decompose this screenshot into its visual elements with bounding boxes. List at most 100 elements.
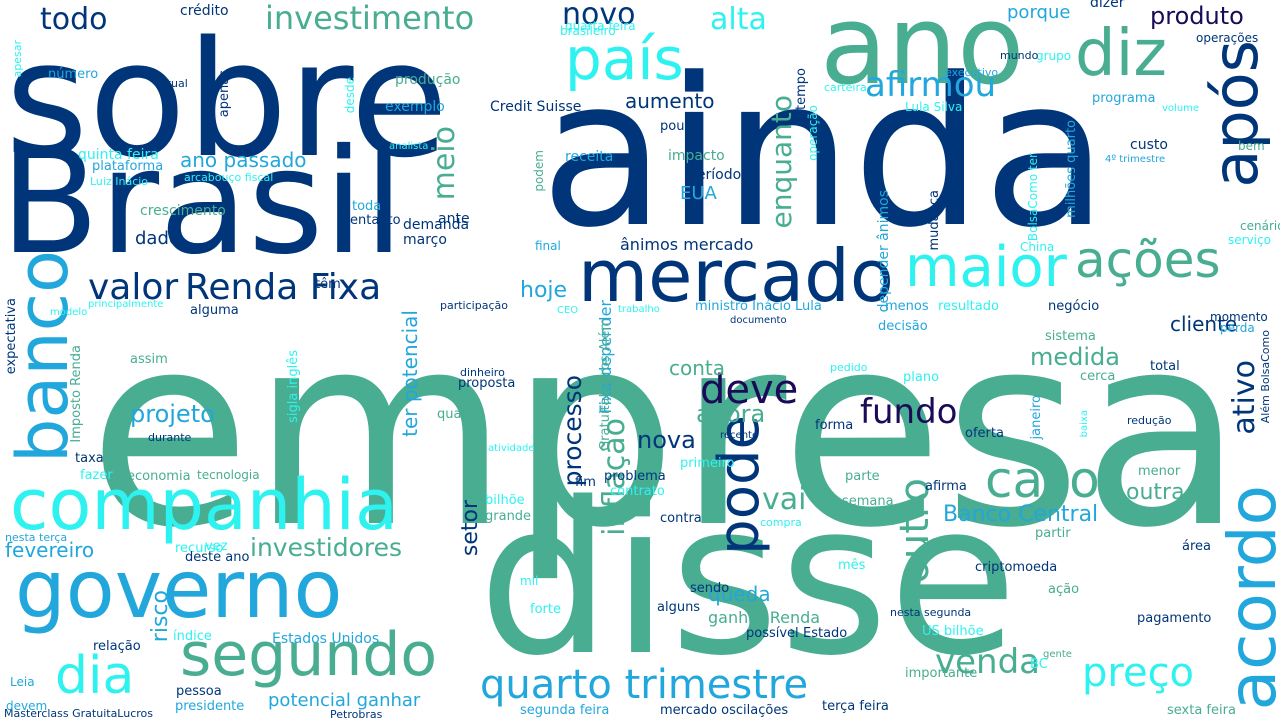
- word-produção: produção: [395, 72, 461, 88]
- word-grande: grande: [485, 509, 532, 524]
- word-ação: ação: [1048, 582, 1080, 597]
- word-alguns: alguns: [657, 600, 701, 615]
- word-carteira: carteira: [824, 81, 867, 94]
- word-alguma: alguma: [190, 303, 239, 318]
- word-menos: menos: [885, 299, 929, 314]
- word-resultado: resultado: [938, 299, 999, 314]
- word-exemplo: exemplo: [385, 99, 445, 115]
- word-cliente: cliente: [1170, 312, 1238, 336]
- word-bem: bem: [1238, 139, 1265, 153]
- word-investimento: investimento: [265, 0, 475, 37]
- word-pouco: pouco: [660, 119, 700, 134]
- word-plataforma: plataforma: [92, 159, 164, 174]
- word-primeiro: primeiro: [680, 456, 735, 471]
- word-atividade: atividade: [488, 443, 535, 454]
- word-mês: mês: [838, 558, 866, 573]
- word-setor: setor: [458, 500, 483, 557]
- word-programa: programa: [1092, 91, 1156, 106]
- word-executivo: executivo: [945, 66, 999, 79]
- word-entanto: entanto: [350, 213, 401, 228]
- word-dia: dia: [55, 646, 135, 706]
- word-sobre: sobre: [5, 6, 449, 193]
- word-serviço: serviço: [1228, 233, 1271, 247]
- word-segundo: segundo: [180, 620, 438, 690]
- word-índice: índice: [173, 629, 212, 644]
- word-milhões-quarto: milhões quarto: [1064, 120, 1079, 218]
- word-eua: EUA: [680, 183, 717, 204]
- word-mercado: mercado: [578, 234, 894, 318]
- word-perda: perda: [1220, 321, 1255, 335]
- word-sendo: sendo: [690, 581, 730, 596]
- word-atual: atual: [160, 77, 188, 90]
- word-dinheiro: dinheiro: [460, 366, 505, 379]
- word-decisão: decisão: [878, 319, 928, 334]
- word-dado: dado: [135, 228, 180, 249]
- word-alta: alta: [710, 2, 767, 37]
- word-redução: redução: [1127, 414, 1172, 427]
- word-cenário: cenário: [1240, 219, 1280, 233]
- word-apesar: apesar: [11, 40, 24, 78]
- word-plano: plano: [903, 370, 940, 385]
- word-mudança: mudança: [927, 190, 942, 251]
- word-operações: operações: [1196, 31, 1259, 45]
- word-enquanto: enquanto: [765, 95, 798, 229]
- word-empresa: empresa: [88, 278, 1245, 586]
- word-depender-ânimos: depender ânimos: [876, 190, 892, 313]
- word-preço: preço: [1082, 650, 1195, 696]
- word-novo: novo: [562, 0, 636, 32]
- word-maior: maior: [905, 235, 1067, 300]
- word-sigla-inglês: sigla inglês: [286, 350, 301, 423]
- word-afirma: afirma: [925, 479, 967, 494]
- word-janeiro: janeiro: [1029, 395, 1044, 440]
- word-nesta-segunda: nesta segunda: [890, 606, 972, 619]
- word-banco-central: Banco Central: [943, 502, 1099, 527]
- word-caso: caso: [985, 451, 1100, 509]
- word-área: área: [1182, 539, 1211, 554]
- word-ano: ano: [820, 0, 1025, 109]
- word-gratuitalucros-além: GratuitaLucros Além: [598, 318, 613, 451]
- word-ativo: ativo: [1227, 360, 1262, 435]
- word-final: final: [535, 239, 561, 253]
- word-baixa: baixa: [1079, 410, 1090, 438]
- word-companhia: companhia: [10, 464, 398, 546]
- word-fevereiro: fevereiro: [5, 538, 95, 562]
- word-outra: outra: [1126, 480, 1185, 505]
- word-parte: parte: [845, 469, 880, 484]
- word-deste-ano: deste ano: [185, 550, 250, 565]
- word-pagamento: pagamento: [1137, 611, 1212, 626]
- word-valor: valor: [88, 267, 179, 308]
- word-tecnologia: tecnologia: [197, 468, 260, 482]
- word-risco: risco: [148, 590, 173, 643]
- word-operação: operação: [806, 105, 820, 161]
- word-nova: nova: [637, 426, 696, 454]
- word-possível: possível: [746, 626, 799, 641]
- word-ainda: ainda: [540, 35, 1109, 273]
- word-pessoa: pessoa: [176, 684, 222, 699]
- word-volume: volume: [1162, 103, 1200, 114]
- word-venda: venda: [935, 642, 1041, 682]
- word-governo: governo: [15, 543, 343, 636]
- word-ganhar-renda: ganhar Renda: [708, 608, 821, 627]
- word-apenas: apenas: [217, 70, 232, 118]
- word-semana: semana: [842, 494, 894, 509]
- word-quinta-feira: quinta feira: [78, 147, 159, 163]
- word-expectativa: expectativa: [4, 298, 19, 375]
- word-bc: BC: [1030, 657, 1048, 672]
- word-dizer: dizer: [1090, 0, 1125, 11]
- word-total: total: [1150, 359, 1180, 374]
- word-ante: ante: [438, 211, 470, 227]
- word-petrobras: Petrobras: [330, 708, 383, 720]
- word-documento: documento: [730, 315, 787, 326]
- word-oferta: oferta: [965, 426, 1004, 441]
- word-grupo: grupo: [1036, 49, 1072, 63]
- word-luiz-inácio: Luiz Inácio: [90, 175, 149, 188]
- word-terça-feira: terça feira: [822, 699, 889, 714]
- word-projeto: projeto: [130, 400, 215, 428]
- word-receita: receita: [565, 149, 614, 165]
- word-participação: participação: [440, 299, 508, 312]
- word-quarto-trimestre: quarto trimestre: [480, 662, 809, 708]
- word-brasileiro: brasileiro: [560, 24, 616, 38]
- word-sexta-feira: sexta feira: [1167, 703, 1236, 718]
- word-china: China: [1020, 240, 1055, 254]
- word-importante: importante: [905, 666, 978, 681]
